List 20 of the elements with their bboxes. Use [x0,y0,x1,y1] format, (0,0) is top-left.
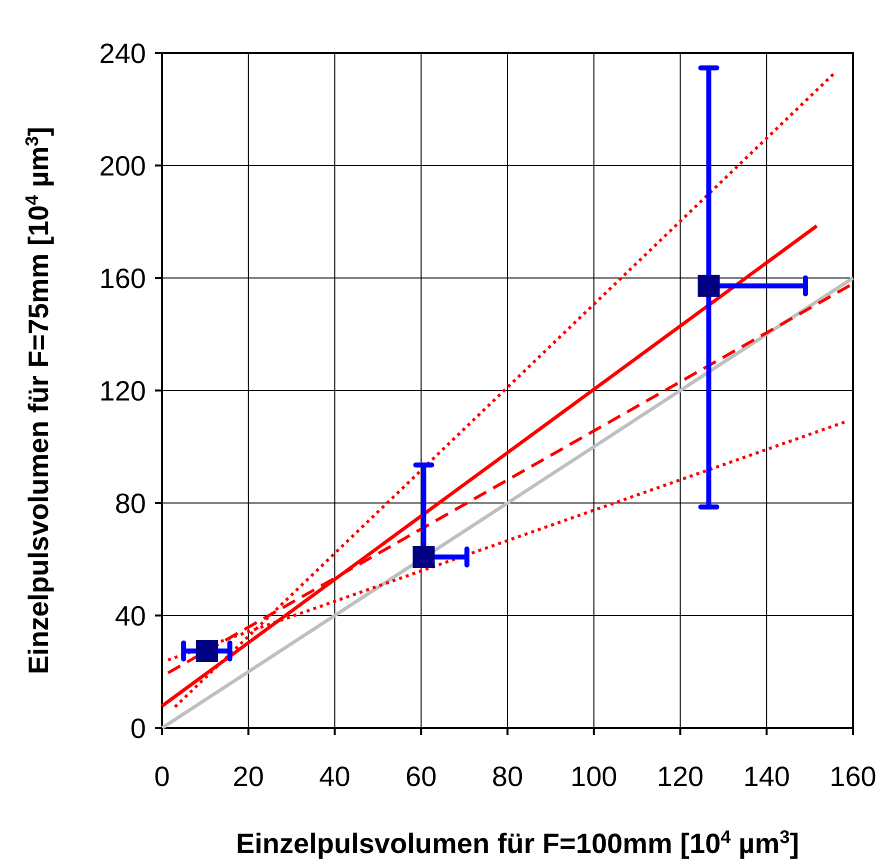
x-tick-label: 140 [743,761,790,792]
y-tick-label: 200 [99,150,146,182]
y-tick-label: 40 [114,600,146,632]
y-tick-label: 80 [114,488,146,519]
x-tick-label: 20 [232,761,264,792]
point [698,274,720,297]
x-tick-label: 40 [319,761,350,792]
x-tick-label: 120 [656,761,704,792]
y-tick-label: 160 [99,263,146,294]
x-tick-label: 100 [570,761,618,792]
x-axis-title: Einzelpulsvolumen für F=100mm [10$^{4}$ µm$^{3}$] [236,827,800,859]
x-tick-label: 80 [492,761,524,792]
y-tick-label: 0 [130,713,146,744]
y-tick-label: 240 [99,38,146,69]
point [412,546,435,568]
x-tick-label: 60 [406,761,437,792]
x-tick-label: 0 [154,761,170,792]
y-tick-label: 120 [99,376,146,406]
point [196,640,218,662]
x-tick-label: 160 [830,761,876,792]
